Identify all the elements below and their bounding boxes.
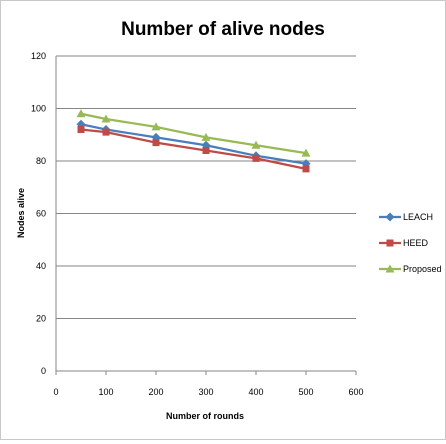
chart-title: Number of alive nodes	[121, 19, 325, 40]
tick-labels: 0 20 40 60 80 100 120 0 100 200 300 400 500 600	[31, 51, 364, 397]
series-line-leach	[80, 123, 307, 165]
data-point-proposed-100	[101, 114, 111, 123]
x-tick-label-0: 0	[53, 387, 58, 397]
y-tick-label-120: 120	[31, 51, 46, 61]
legend-item-proposed: Proposed	[379, 264, 442, 274]
y-axis-title: Nodes alive	[16, 188, 26, 238]
axes	[55, 56, 357, 375]
series-line-heed	[80, 128, 307, 170]
series	[76, 109, 311, 173]
y-tick-label-80: 80	[36, 156, 46, 166]
y-tick-label-60: 60	[36, 209, 46, 219]
x-tick-label-100: 100	[98, 387, 113, 397]
x-tick-label-400: 400	[248, 387, 263, 397]
data-point-heed-50	[77, 126, 85, 133]
x-axis-title: Number of rounds	[166, 411, 244, 421]
gridlines	[56, 55, 356, 319]
x-tick-label-200: 200	[148, 387, 163, 397]
series-heed	[77, 126, 310, 173]
data-point-heed-400	[252, 154, 260, 162]
legend-label-proposed: Proposed	[403, 264, 442, 274]
legend-item-heed: HEED	[379, 238, 429, 248]
legend-marker-leach	[385, 212, 395, 222]
data-point-proposed-300	[201, 132, 211, 141]
legend-label-leach: LEACH	[403, 212, 433, 222]
series-line-proposed	[80, 112, 307, 155]
series-proposed	[76, 109, 311, 157]
data-point-proposed-500	[301, 148, 311, 157]
data-point-heed-500	[302, 165, 310, 173]
y-tick-label-40: 40	[36, 261, 46, 271]
y-tick-label-20: 20	[36, 314, 46, 324]
data-point-heed-300	[202, 147, 210, 154]
x-tick-label-600: 600	[348, 387, 363, 397]
data-point-proposed-50	[76, 109, 86, 118]
data-point-proposed-200	[151, 122, 161, 131]
legend-item-leach: LEACH	[379, 212, 433, 222]
legend-label-heed: HEED	[403, 238, 429, 248]
x-tick-label-300: 300	[198, 387, 213, 397]
legend-marker-heed	[386, 239, 394, 247]
legend-marker-proposed	[385, 264, 395, 273]
y-tick-label-100: 100	[31, 104, 46, 114]
data-point-heed-100	[102, 128, 110, 136]
y-tick-label-0: 0	[41, 366, 46, 376]
x-tick-label-500: 500	[298, 387, 313, 397]
legend: LEACH HEED Proposed	[379, 212, 442, 274]
data-point-heed-200	[152, 139, 160, 147]
data-point-proposed-400	[251, 140, 261, 149]
